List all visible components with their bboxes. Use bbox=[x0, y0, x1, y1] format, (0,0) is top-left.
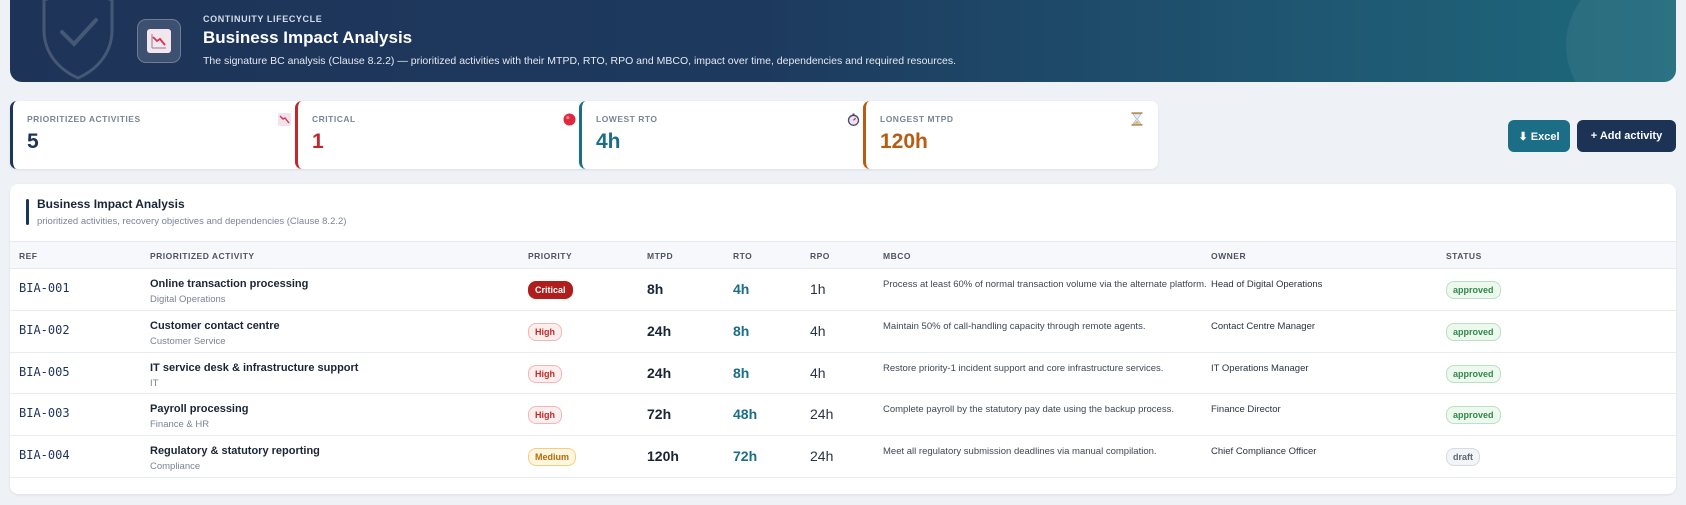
row-owner: IT Operations Manager bbox=[1211, 362, 1309, 374]
priority-badge: Critical bbox=[528, 281, 573, 299]
row-ref: BIA-005 bbox=[19, 364, 70, 379]
bia-table-card: Business Impact Analysis prioritized act… bbox=[10, 184, 1676, 494]
row-mtpd: 24h bbox=[647, 364, 672, 381]
row-activity: Regulatory & statutory reporting bbox=[150, 445, 320, 458]
row-activity: Customer contact centre bbox=[150, 319, 280, 332]
page-title: Business Impact Analysis bbox=[203, 28, 413, 47]
row-rpo: 24h bbox=[810, 448, 834, 465]
table-row[interactable]: BIA-004 Regulatory & statutory reporting C… bbox=[10, 436, 1676, 478]
priority-badge: High bbox=[528, 406, 562, 425]
status-badge: draft bbox=[1446, 448, 1480, 467]
column-header-ref[interactable]: REF bbox=[19, 251, 38, 261]
kpi-label: CRITICAL bbox=[312, 114, 356, 124]
page-header-banner: CONTINUITY LIFECYCLE Business Impact Ana… bbox=[10, 0, 1676, 82]
priority-badge: High bbox=[528, 322, 562, 341]
column-header-status[interactable]: STATUS bbox=[1446, 251, 1482, 261]
priority-badge: High bbox=[528, 364, 562, 383]
row-ref: BIA-004 bbox=[19, 448, 70, 463]
decorative-circle bbox=[1566, 0, 1676, 82]
row-mbco: Maintain 50% of call-handling capacity t… bbox=[883, 320, 1146, 332]
row-rpo: 24h bbox=[810, 406, 834, 423]
row-activity: IT service desk & infrastructure support bbox=[150, 361, 359, 374]
row-department: IT bbox=[150, 377, 159, 389]
row-owner: Finance Director bbox=[1211, 404, 1281, 416]
shield-check-icon bbox=[42, 0, 114, 80]
export-excel-button[interactable]: ⬇ Excel bbox=[1508, 120, 1570, 152]
row-rto: 72h bbox=[733, 448, 758, 465]
status-badge: approved bbox=[1446, 322, 1501, 341]
row-rto: 8h bbox=[733, 364, 750, 381]
column-header-rpo[interactable]: RPO bbox=[810, 251, 830, 261]
row-mbco: Restore priority-1 incident support and … bbox=[883, 362, 1164, 374]
kpi-value: 120h bbox=[880, 130, 928, 153]
row-mbco: Process at least 60% of normal transacti… bbox=[883, 279, 1207, 290]
priority-badge: Medium bbox=[528, 448, 577, 467]
status-badge: approved bbox=[1446, 281, 1501, 299]
header-icon-tile bbox=[137, 19, 181, 63]
page-description: The signature BC analysis (Clause 8.2.2)… bbox=[203, 55, 957, 67]
row-owner: Head of Digital Operations bbox=[1211, 279, 1323, 290]
chart-down-icon bbox=[151, 34, 166, 49]
column-header-activity[interactable]: PRIORITIZED ACTIVITY bbox=[150, 251, 255, 261]
table-header: REF PRIORITIZED ACTIVITY PRIORITY MTPD R… bbox=[10, 241, 1676, 269]
row-rpo: 4h bbox=[810, 322, 826, 339]
row-activity: Payroll processing bbox=[150, 403, 249, 416]
table-row[interactable]: BIA-001 Online transaction processing Digi… bbox=[10, 269, 1676, 311]
row-mbco: Meet all regulatory submission deadlines… bbox=[883, 446, 1157, 458]
hourglass-icon bbox=[1130, 112, 1144, 126]
table-row[interactable]: BIA-003 Payroll processing Finance & HR Hig… bbox=[10, 394, 1676, 437]
kpi-card-prioritized-activities: PRIORITIZED ACTIVITIES 5 bbox=[10, 101, 305, 169]
row-department: Compliance bbox=[150, 461, 201, 473]
row-department: Digital Operations bbox=[150, 294, 226, 305]
row-owner: Contact Centre Manager bbox=[1211, 320, 1316, 332]
kpi-label: LOWEST RTO bbox=[596, 114, 658, 124]
row-rto: 4h bbox=[733, 281, 750, 297]
row-mtpd: 120h bbox=[647, 448, 679, 465]
kpi-value: 4h bbox=[596, 130, 621, 153]
row-mtpd: 72h bbox=[647, 406, 672, 423]
card-accent-bar bbox=[26, 199, 29, 225]
kpi-label: PRIORITIZED ACTIVITIES bbox=[27, 114, 141, 124]
status-badge: approved bbox=[1446, 364, 1501, 383]
kpi-label: LONGEST MTPD bbox=[880, 114, 954, 124]
kpi-card-lowest-rto: LOWEST RTO 4h bbox=[579, 101, 874, 169]
kpi-card-longest-mtpd: LONGEST MTPD 120h bbox=[863, 101, 1158, 169]
stopwatch-icon bbox=[846, 112, 860, 126]
row-department: Customer Service bbox=[150, 335, 226, 347]
column-header-owner[interactable]: OWNER bbox=[1211, 251, 1247, 261]
row-ref: BIA-001 bbox=[19, 281, 70, 295]
row-rpo: 1h bbox=[810, 281, 826, 297]
row-activity: Online transaction processing bbox=[150, 278, 309, 290]
column-header-mtpd[interactable]: MTPD bbox=[647, 251, 674, 261]
row-mbco: Complete payroll by the statutory pay da… bbox=[883, 404, 1174, 416]
header-eyebrow: CONTINUITY LIFECYCLE bbox=[203, 14, 323, 24]
row-ref: BIA-002 bbox=[19, 322, 70, 337]
row-department: Finance & HR bbox=[150, 419, 210, 431]
add-activity-button[interactable]: + Add activity bbox=[1577, 120, 1676, 152]
row-rto: 8h bbox=[733, 322, 750, 339]
red-circle-icon bbox=[562, 112, 576, 126]
table-row[interactable]: BIA-005 IT service desk & infrastructure … bbox=[10, 353, 1676, 395]
row-owner: Chief Compliance Officer bbox=[1211, 446, 1317, 458]
row-mtpd: 24h bbox=[647, 322, 672, 339]
column-header-rto[interactable]: RTO bbox=[733, 251, 753, 261]
table-subtitle: prioritized activities, recovery objecti… bbox=[37, 216, 347, 227]
row-rpo: 4h bbox=[810, 364, 826, 381]
kpi-value: 1 bbox=[312, 130, 324, 153]
chart-down-icon bbox=[277, 112, 291, 126]
status-badge: approved bbox=[1446, 406, 1501, 425]
column-header-mbco[interactable]: MBCO bbox=[883, 251, 911, 261]
row-ref: BIA-003 bbox=[19, 406, 70, 421]
table-title: Business Impact Analysis bbox=[37, 197, 185, 211]
table-row[interactable]: BIA-002 Customer contact centre Customer S… bbox=[10, 311, 1676, 353]
row-rto: 48h bbox=[733, 406, 758, 423]
column-header-priority[interactable]: PRIORITY bbox=[528, 251, 573, 261]
kpi-value: 5 bbox=[27, 130, 39, 153]
row-mtpd: 8h bbox=[647, 281, 664, 297]
kpi-card-critical: CRITICAL 1 bbox=[295, 101, 590, 169]
